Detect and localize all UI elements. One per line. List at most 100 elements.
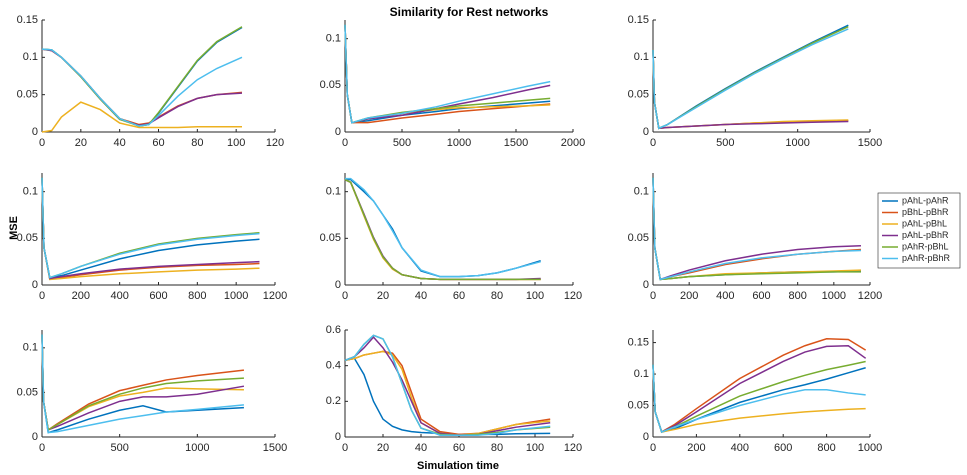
y-tick-label: 0.15 xyxy=(17,14,38,26)
x-tick-label: 60 xyxy=(453,442,465,454)
y-tick-label: 0.05 xyxy=(320,79,341,91)
x-tick-label: 100 xyxy=(526,442,544,454)
x-tick-label: 20 xyxy=(377,442,389,454)
series-line xyxy=(344,178,541,281)
x-tick-label: 20 xyxy=(377,290,389,302)
x-tick-label: 500 xyxy=(110,442,128,454)
x-tick-label: 600 xyxy=(149,290,167,302)
series-line xyxy=(344,24,551,124)
y-tick-label: 0.15 xyxy=(628,336,649,348)
legend-label: pAhL-pBhL xyxy=(902,218,947,228)
x-tick-label: 1500 xyxy=(263,442,287,454)
y-tick-label: 0.05 xyxy=(17,386,38,398)
x-tick-label: 400 xyxy=(716,290,734,302)
x-tick-label: 20 xyxy=(75,137,87,149)
x-tick-label: 80 xyxy=(491,442,503,454)
y-tick-label: 0 xyxy=(335,126,341,138)
x-tick-label: 0 xyxy=(650,137,656,149)
y-tick-label: 0.4 xyxy=(326,360,341,372)
y-tick-label: 0.6 xyxy=(326,324,341,336)
x-tick-label: 120 xyxy=(266,137,284,149)
x-tick-label: 100 xyxy=(526,290,544,302)
x-tick-label: 600 xyxy=(752,290,770,302)
x-tick-label: 60 xyxy=(152,137,164,149)
x-tick-label: 0 xyxy=(39,137,45,149)
y-tick-label: 0.2 xyxy=(326,395,341,407)
x-tick-label: 40 xyxy=(415,290,427,302)
y-tick-label: 0.1 xyxy=(23,186,38,198)
series-line xyxy=(41,177,260,279)
x-tick-label: 200 xyxy=(687,442,705,454)
legend-label: pBhL-pBhR xyxy=(902,207,949,217)
y-tick-label: 0.1 xyxy=(326,186,341,198)
x-tick-label: 1000 xyxy=(185,442,209,454)
x-tick-label: 1200 xyxy=(858,290,882,302)
x-tick-label: 500 xyxy=(393,137,411,149)
x-tick-label: 0 xyxy=(650,290,656,302)
x-tick-label: 0 xyxy=(39,442,45,454)
y-tick-label: 0.1 xyxy=(326,33,341,45)
x-tick-label: 0 xyxy=(39,290,45,302)
y-tick-label: 0.05 xyxy=(628,89,649,101)
x-axis-label: Simulation time xyxy=(417,460,499,472)
x-tick-label: 60 xyxy=(453,290,465,302)
series-line xyxy=(652,177,862,281)
y-tick-label: 0.1 xyxy=(634,368,649,380)
x-tick-label: 200 xyxy=(680,290,698,302)
y-tick-label: 0 xyxy=(335,431,341,443)
x-tick-label: 0 xyxy=(342,290,348,302)
legend-label: pAhL-pAhR xyxy=(902,195,949,205)
legend-box xyxy=(877,192,961,269)
y-tick-label: 0.1 xyxy=(23,51,38,63)
series-line xyxy=(41,48,243,127)
series-line xyxy=(652,177,861,281)
x-tick-label: 80 xyxy=(491,290,503,302)
y-tick-label: 0 xyxy=(32,431,38,443)
series-line xyxy=(652,364,866,433)
x-tick-label: 80 xyxy=(191,137,203,149)
x-tick-label: 1500 xyxy=(858,137,882,149)
y-tick-label: 0.1 xyxy=(634,51,649,63)
y-axis-label: MSE xyxy=(8,216,20,240)
y-tick-label: 0.15 xyxy=(628,14,649,26)
series-line xyxy=(41,26,243,127)
series-line xyxy=(652,177,861,281)
figure-title: Similarity for Rest networks xyxy=(390,5,549,19)
x-tick-label: 1000 xyxy=(822,290,846,302)
y-tick-label: 0.05 xyxy=(628,399,649,411)
y-tick-label: 0 xyxy=(643,279,649,291)
y-tick-label: 0 xyxy=(32,126,38,138)
y-tick-label: 0.05 xyxy=(17,232,38,244)
legend-label: pAhR-pBhL xyxy=(902,241,949,251)
y-tick-label: 0 xyxy=(335,279,341,291)
x-tick-label: 40 xyxy=(415,442,427,454)
y-tick-label: 0 xyxy=(643,126,649,138)
y-tick-label: 0.1 xyxy=(23,342,38,354)
series-line xyxy=(344,178,541,281)
x-tick-label: 1200 xyxy=(263,290,287,302)
x-tick-label: 800 xyxy=(788,290,806,302)
x-tick-label: 1000 xyxy=(447,137,471,149)
series-line xyxy=(41,26,243,127)
x-tick-label: 1000 xyxy=(224,290,248,302)
series-line xyxy=(652,177,861,281)
series-line xyxy=(344,334,551,436)
series-line xyxy=(41,334,244,434)
x-tick-label: 120 xyxy=(564,442,582,454)
x-tick-label: 2000 xyxy=(561,137,585,149)
y-tick-label: 0 xyxy=(32,279,38,291)
series-line xyxy=(652,28,849,130)
series-line xyxy=(344,350,551,436)
series-line xyxy=(41,177,260,280)
x-tick-label: 1000 xyxy=(785,137,809,149)
x-tick-label: 800 xyxy=(817,442,835,454)
x-tick-label: 40 xyxy=(114,137,126,149)
x-tick-label: 0 xyxy=(342,137,348,149)
legend: pAhL-pAhRpBhL-pBhRpAhL-pBhLpAhL-pBhRpAhR… xyxy=(877,192,961,269)
x-tick-label: 600 xyxy=(774,442,792,454)
x-tick-label: 400 xyxy=(110,290,128,302)
x-tick-label: 0 xyxy=(650,442,656,454)
x-tick-label: 1000 xyxy=(858,442,882,454)
series-line xyxy=(41,334,245,434)
